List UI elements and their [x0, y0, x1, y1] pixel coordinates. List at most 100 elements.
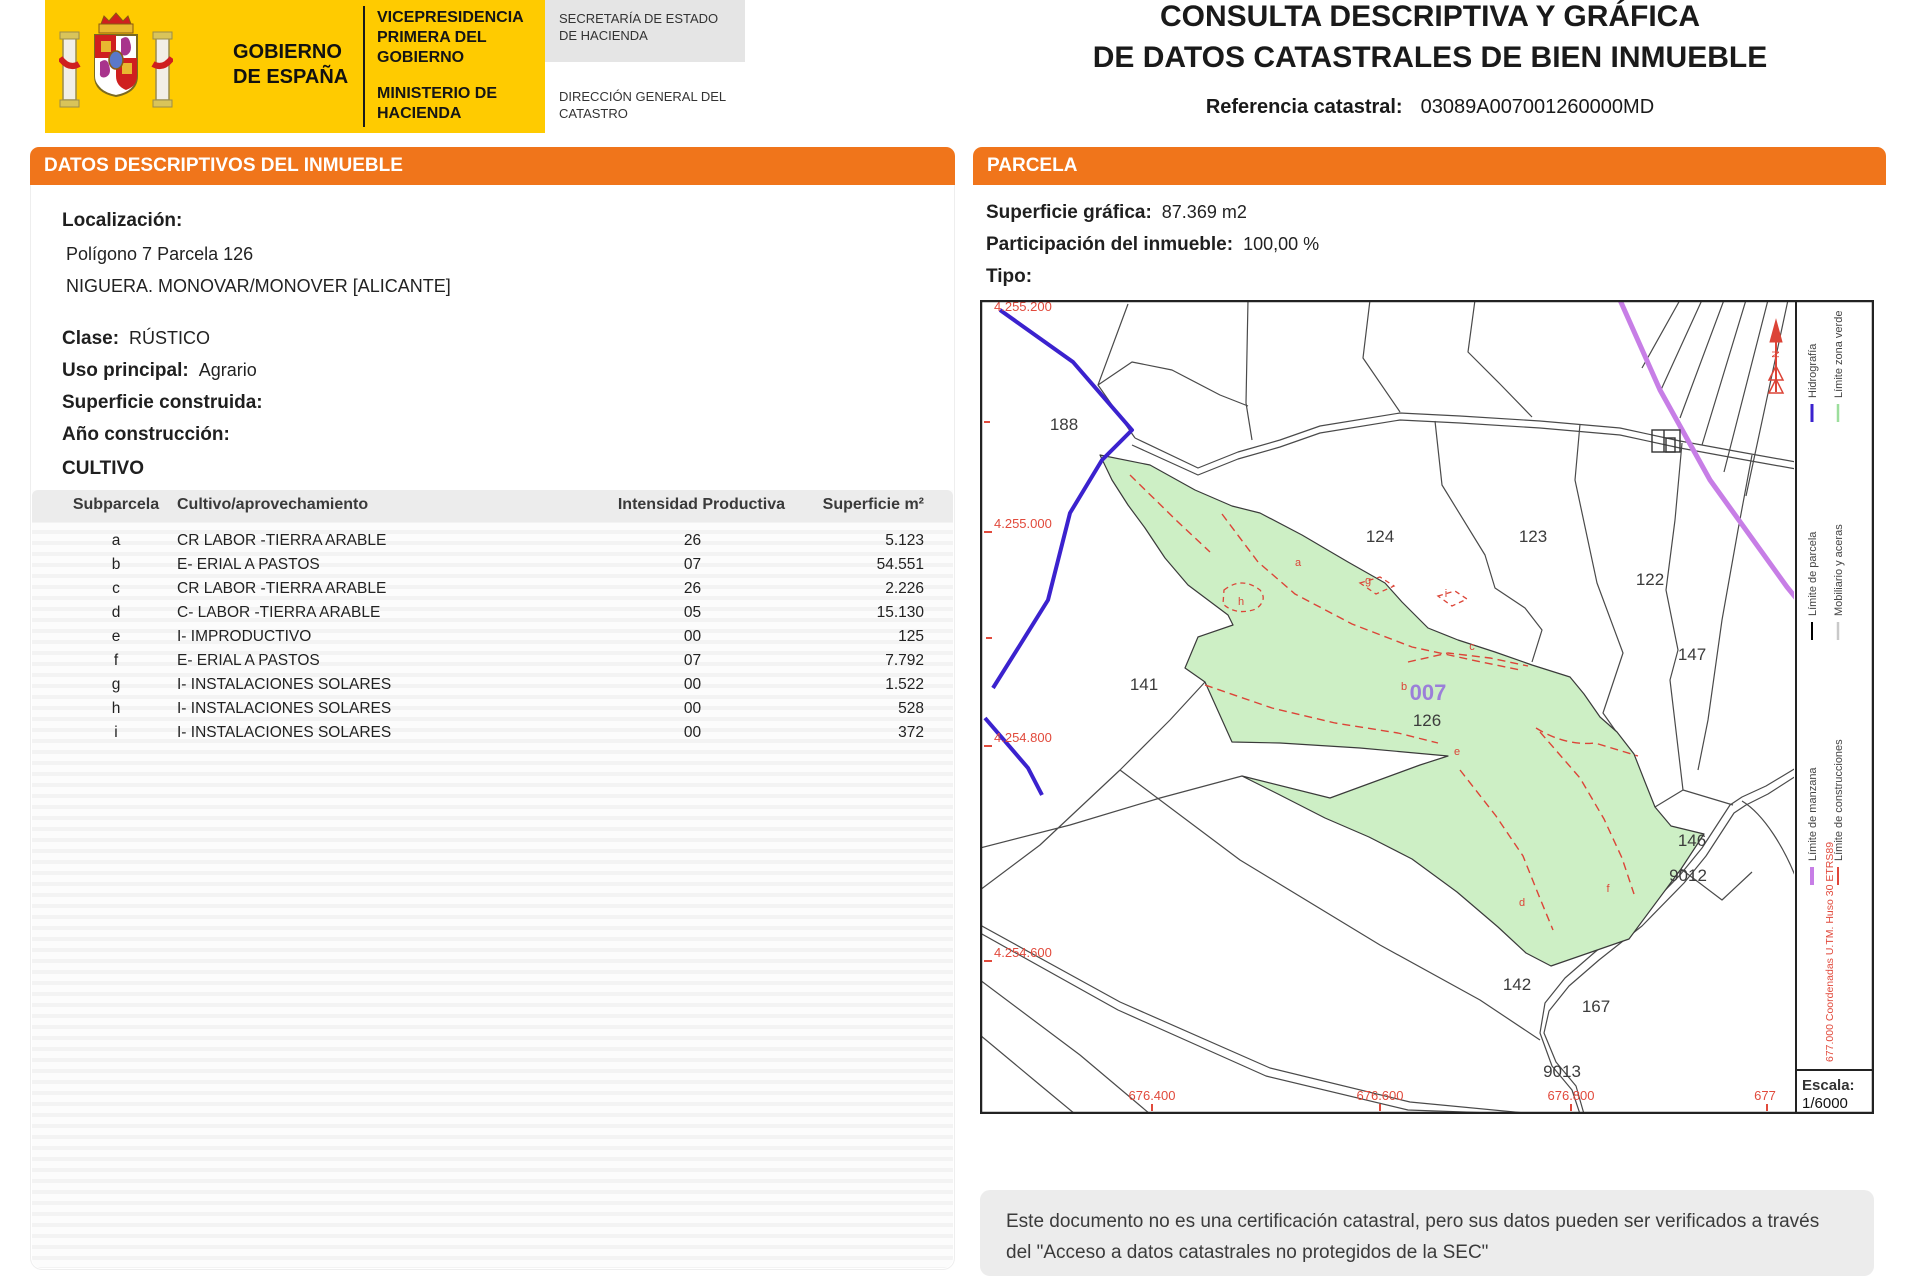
document-title: CONSULTA DESCRIPTIVA Y GRÁFICA DE DATOS …: [1010, 0, 1850, 78]
subparcel-letter-labels: a h b c e g i d f: [1238, 557, 1611, 909]
parcel-ref-007: 007: [1410, 680, 1447, 705]
col-superficie: Superficie m²: [822, 496, 924, 513]
subparcel-dashed-lines: [1129, 474, 1639, 931]
map-legend: Hidrografía Límite zona verde Límite de …: [1795, 300, 1874, 1114]
legend-manzana: Límite de manzana: [1807, 767, 1819, 861]
svg-text:a: a: [1295, 557, 1302, 569]
svg-text:4.255.200: 4.255.200: [994, 300, 1052, 314]
uso-field: Uso principal: Agrario: [62, 360, 257, 381]
table-row: e I- IMPRODUCTIVO 00 125: [111, 628, 924, 645]
svg-text:9013: 9013: [1543, 1062, 1581, 1081]
manzana-line: [1618, 302, 1794, 600]
title-line-1: CONSULTA DESCRIPTIVA Y GRÁFICA: [1159, 0, 1701, 33]
utm-x-labels: 676.400 676.600 676.800 677: [1129, 1088, 1776, 1103]
localizacion-label: Localización:: [62, 210, 183, 231]
localizacion-line1: Polígono 7 Parcela 126: [66, 244, 254, 264]
legend-construcciones: Límite de construcciones: [1833, 739, 1845, 861]
svg-text:b: b: [1401, 681, 1407, 693]
svg-text:676.600: 676.600: [1357, 1088, 1404, 1103]
svg-text:146: 146: [1678, 831, 1706, 850]
subject-parcel-green: [1099, 454, 1705, 967]
svg-text:f: f: [1606, 883, 1610, 895]
secretaria-box: SECRETARÍA DE ESTADO DE HACIENDA: [545, 0, 745, 62]
clase-field: Clase: RÚSTICO: [62, 328, 211, 349]
col-subparcela: Subparcela: [72, 496, 160, 513]
map-border: [979, 299, 1875, 1115]
svg-text:9012: 9012: [1669, 866, 1707, 885]
svg-text:188: 188: [1050, 415, 1078, 434]
legend-coords-note: 677.000 Coordenadas U.TM. Huso 30 ETRS89: [1824, 842, 1836, 1062]
svg-text:147: 147: [1678, 645, 1706, 664]
tipo-field: Tipo:: [986, 266, 1033, 287]
participacion-field: Participación del inmueble: 100,00 %: [986, 234, 1320, 255]
hydrography-line: [983, 308, 1134, 796]
anio-construccion-field: Año construcción:: [62, 424, 230, 445]
cultivo-table-header: Subparcela Cultivo/aprovechamiento Inten…: [32, 490, 953, 522]
header-divider: [363, 6, 365, 127]
north-arrow-icon: N: [1767, 318, 1785, 394]
svg-text:4.254.800: 4.254.800: [994, 730, 1052, 745]
title-line-2: DE DATOS CATASTRALES DE BIEN INMUEBLE: [1092, 41, 1768, 74]
legend-hidrografia: Hidrografía: [1807, 343, 1819, 398]
direccion-catastro-label: DIRECCIÓN GENERAL DEL CATASTRO: [559, 89, 726, 121]
spain-coat-of-arms-icon: [59, 12, 173, 108]
escala-label: Escala:: [1802, 1077, 1855, 1094]
svg-text:g: g: [1365, 575, 1371, 587]
ministerio-label: MINISTERIO DE HACIENDA: [377, 85, 498, 122]
legend-mobiliario: Mobiliario y aceras: [1833, 524, 1845, 616]
svg-text:142: 142: [1503, 975, 1531, 994]
svg-text:c: c: [1469, 641, 1475, 653]
svg-text:122: 122: [1636, 570, 1664, 589]
svg-text:123: 123: [1519, 527, 1547, 546]
table-row: d C- LABOR -TIERRA ARABLE 05 15.130: [111, 604, 924, 621]
utm-ticks: [984, 421, 1768, 1111]
svg-text:126: 126: [1413, 711, 1441, 730]
map-canvas: N 188 124 123 122 141 147 126 146 9012 1…: [982, 300, 1794, 1112]
section-datos-descriptivos: DATOS DESCRIPTIVOS DEL INMUEBLE: [30, 147, 955, 185]
superficie-construida-field: Superficie construida:: [62, 392, 263, 413]
cultivo-table-background: [32, 490, 953, 1268]
legend-parcela: Límite de parcela: [1807, 531, 1819, 616]
col-cultivo: Cultivo/aprovechamiento: [177, 496, 369, 513]
superficie-grafica-field: Superficie gráfica: 87.369 m2: [986, 202, 1247, 223]
government-logo-band: GOBIERNO DE ESPAÑA VICEPRESIDENCIA PRIME…: [45, 0, 545, 133]
parcel-boundaries: [982, 302, 1789, 1112]
svg-text:i: i: [1445, 588, 1447, 600]
building-icon: [1651, 429, 1681, 453]
table-row: f E- ERIAL A PASTOS 07 7.792: [113, 652, 924, 669]
secretaria-label: SECRETARÍA DE ESTADO DE HACIENDA: [559, 11, 719, 43]
utm-y-labels: 4.255.200 4.255.000 4.254.800 4.254.600: [994, 300, 1052, 960]
table-row: a CR LABOR -TIERRA ARABLE 26 5.123: [111, 532, 924, 549]
gobierno-espana-label: GOBIERNO DE ESPAÑA: [233, 41, 349, 88]
reference-value: 03089A007001260000MD: [1420, 96, 1655, 118]
svg-text:e: e: [1454, 746, 1460, 758]
vicepresidencia-label: VICEPRESIDENCIA PRIMERA DEL GOBIERNO: [377, 9, 524, 66]
cadastral-reference: Referencia catastral: 03089A007001260000M…: [1010, 96, 1850, 119]
svg-text:4.255.000: 4.255.000: [994, 516, 1052, 531]
parcel-number-labels: 188 124 123 122 141 147 126 146 9012 142…: [1050, 415, 1707, 1081]
escala-value: 1/6000: [1802, 1095, 1848, 1112]
svg-text:141: 141: [1130, 675, 1158, 694]
col-intensidad: Intensidad Productiva: [617, 496, 785, 513]
cadastral-map: N 188 124 123 122 141 147 126 146 9012 1…: [979, 299, 1875, 1115]
svg-text:676.800: 676.800: [1548, 1088, 1595, 1103]
localizacion-line2: NIGUERA. MONOVAR/MONOVER [ALICANTE]: [66, 276, 451, 296]
table-row: b E- ERIAL A PASTOS 07 54.551: [111, 556, 924, 573]
svg-text:124: 124: [1366, 527, 1394, 546]
solar-enclosures-dashed: [1222, 576, 1469, 613]
table-row: i I- INSTALACIONES SOLARES 00 372: [114, 724, 924, 741]
cultivo-title: CULTIVO: [62, 458, 144, 479]
disclaimer-note: Este documento no es una certificación c…: [980, 1190, 1874, 1276]
legend-zona-verde: Límite zona verde: [1833, 311, 1845, 398]
svg-text:676.400: 676.400: [1129, 1088, 1176, 1103]
table-row: h I- INSTALACIONES SOLARES 00 528: [111, 700, 924, 717]
svg-text:h: h: [1238, 596, 1244, 608]
svg-text:167: 167: [1582, 997, 1610, 1016]
reference-label: Referencia catastral:: [1205, 96, 1403, 118]
svg-text:4.254.600: 4.254.600: [994, 945, 1052, 960]
table-row: g I- INSTALACIONES SOLARES 00 1.522: [111, 676, 924, 693]
svg-text:d: d: [1519, 897, 1525, 909]
svg-text:677: 677: [1754, 1088, 1776, 1103]
section-parcela: PARCELA: [973, 147, 1886, 185]
